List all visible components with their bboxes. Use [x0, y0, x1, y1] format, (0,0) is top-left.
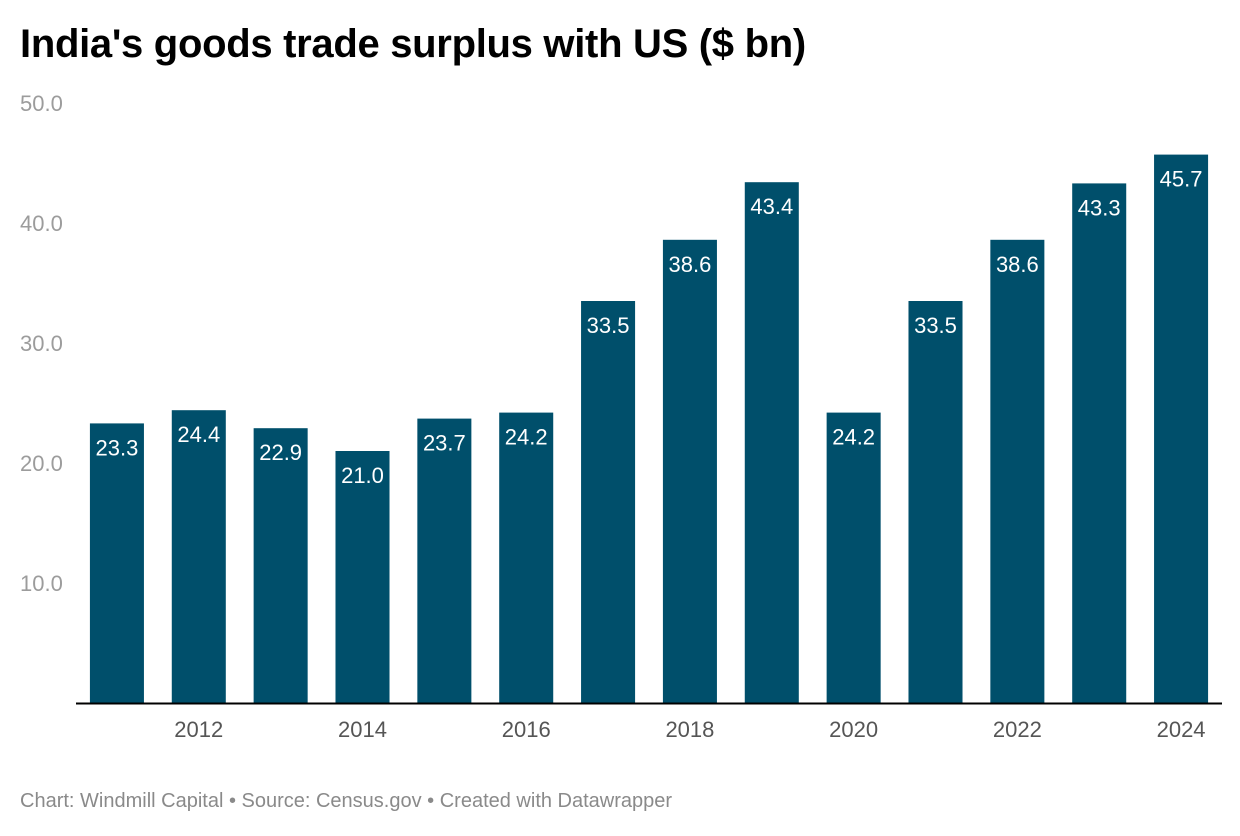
chart-footer: Chart: Windmill Capital • Source: Census… [20, 790, 673, 812]
bar-value-label: 21.0 [341, 463, 384, 488]
bar-value-label: 24.4 [177, 422, 220, 447]
bar [89, 423, 144, 703]
bar [253, 428, 308, 703]
x-tick-label: 2018 [665, 717, 714, 742]
bar-value-label: 33.5 [587, 313, 630, 338]
bar [826, 412, 881, 703]
bar [417, 418, 472, 703]
x-tick-label: 2020 [829, 717, 878, 742]
bar-value-label: 43.3 [1078, 195, 1121, 220]
bar-value-label: 22.9 [259, 440, 302, 465]
bar [662, 239, 717, 704]
y-tick-label: 40.0 [20, 211, 63, 236]
bar [171, 410, 226, 703]
bar [744, 182, 799, 703]
bar-value-label: 23.3 [96, 435, 139, 460]
bar-value-label: 33.5 [914, 313, 957, 338]
bar [1154, 154, 1209, 704]
bar-value-label: 43.4 [750, 194, 793, 219]
bar [990, 239, 1045, 704]
y-tick-label: 20.0 [20, 451, 63, 476]
bar [335, 451, 390, 703]
bar-value-label: 38.6 [669, 252, 712, 277]
y-tick-label: 10.0 [20, 571, 63, 596]
y-axis-ticks: 10.0 20.0 30.0 40.0 50.0 [20, 91, 63, 596]
y-tick-label: 50.0 [20, 91, 63, 116]
bar-value-label: 38.6 [996, 252, 1039, 277]
x-tick-label: 2014 [338, 717, 387, 742]
x-tick-label: 2022 [993, 717, 1042, 742]
x-tick-label: 2016 [502, 717, 551, 742]
bar [581, 301, 636, 703]
bar-value-label: 23.7 [423, 431, 466, 456]
x-tick-label: 2012 [174, 717, 223, 742]
bar-value-label: 24.2 [505, 425, 548, 450]
y-tick-label: 30.0 [20, 331, 63, 356]
bar-value-label: 45.7 [1160, 167, 1203, 192]
bar-chart: 10.020.030.040.050.0 23.324.422.921.023.… [20, 91, 1222, 742]
x-tick-label: 2024 [1157, 717, 1206, 742]
x-axis-ticks: 2012 2014 2016 2018 2020 2022 2024 [174, 717, 1205, 742]
bar-value-label: 24.2 [832, 425, 875, 450]
bar [1072, 183, 1127, 703]
bars: 23.3 24.4 22.9 21.0 23.7 24.2 33.5 38.6 43.4 24.2… [89, 154, 1209, 704]
bar [499, 412, 554, 703]
chart-title: India's goods trade surplus with US ($ b… [20, 22, 806, 66]
bar [908, 301, 963, 703]
